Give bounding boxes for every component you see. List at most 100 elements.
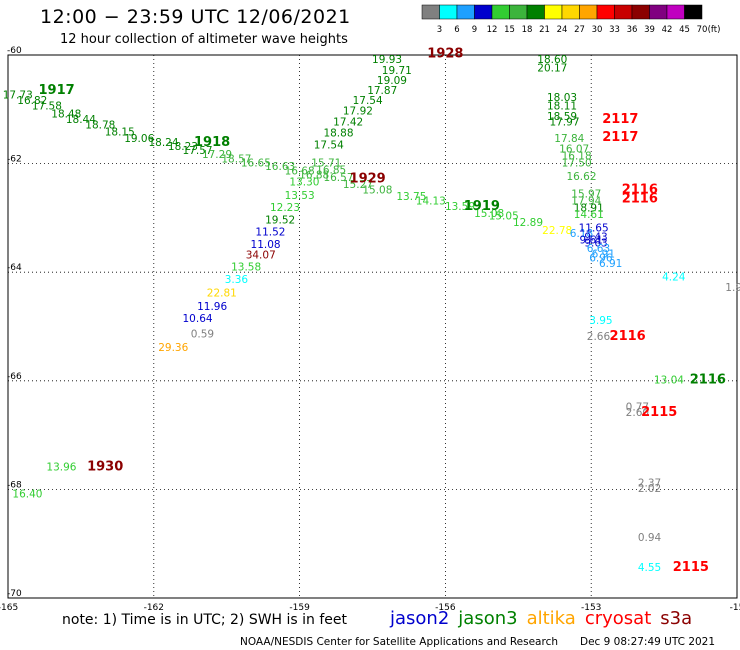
colorbar-label: 30 bbox=[592, 25, 603, 35]
wave-height-point: 17.73 bbox=[3, 89, 33, 101]
wave-height-point: 17.54 bbox=[314, 139, 344, 151]
pass-time-label: 2117 bbox=[602, 130, 638, 145]
wave-height-point: 18.91 bbox=[574, 202, 604, 214]
wave-height-point: 13.04 bbox=[654, 375, 684, 387]
satellite-cryosat: cryosat bbox=[584, 608, 652, 629]
wave-height-point: 19.93 bbox=[372, 54, 402, 66]
wave-height-point: 2.37 bbox=[638, 478, 661, 490]
plot-frame bbox=[7, 54, 738, 599]
wave-height-point: 0.94 bbox=[638, 532, 662, 544]
wave-height-point: 16.18 bbox=[562, 150, 592, 162]
wave-height-point: 14.61 bbox=[574, 209, 604, 221]
wave-height-point: 3.95 bbox=[589, 315, 612, 327]
wave-height-point: 34.07 bbox=[246, 250, 276, 262]
wave-height-point: 19.52 bbox=[265, 214, 295, 226]
colorbar-label: 36 bbox=[627, 25, 638, 35]
wave-height-point: 16.07 bbox=[559, 144, 589, 156]
wave-height-point: 19.06 bbox=[124, 133, 154, 145]
wave-height-point: 18.23 bbox=[168, 141, 198, 153]
wave-height-point: 17.58 bbox=[32, 100, 62, 112]
chart-subtitle: 12 hour collection of altimeter wave hei… bbox=[60, 32, 348, 47]
generated-timestamp: Dec 9 08:27:49 UTC 2021 bbox=[580, 636, 716, 648]
wave-height-point: 9.63 bbox=[584, 238, 607, 250]
wave-height-point: 16.63 bbox=[265, 161, 295, 173]
colorbar-label: (ft) bbox=[708, 25, 721, 35]
wave-height-point: 13.96 bbox=[46, 461, 76, 473]
wave-height-point: 13.58 bbox=[231, 262, 261, 274]
wave-height-point: 4.55 bbox=[638, 562, 661, 574]
wave-height-point: 16.88 bbox=[299, 169, 329, 181]
wave-height-point: 17.57 bbox=[183, 145, 213, 157]
wave-height-point: 0.59 bbox=[191, 328, 214, 340]
x-tick-label: -15 bbox=[730, 603, 740, 613]
wave-height-point: 9.43 bbox=[584, 232, 607, 244]
pass-time-label: 2115 bbox=[673, 560, 709, 575]
colorbar-swatch bbox=[684, 4, 703, 20]
wave-height-point: 17.97 bbox=[549, 117, 579, 129]
x-tick-label: -159 bbox=[289, 603, 310, 613]
y-tick-label: -64 bbox=[7, 263, 22, 273]
satellite-s3a: s3a bbox=[660, 608, 693, 629]
wave-height-point: 11.08 bbox=[251, 239, 281, 251]
wave-height-point: 15.97 bbox=[571, 188, 601, 200]
wave-height-point: 22.78 bbox=[542, 225, 572, 237]
wave-height-point: 11.96 bbox=[197, 301, 227, 313]
wave-height-point: 18.78 bbox=[85, 119, 115, 131]
wave-height-point: 6.63 bbox=[587, 243, 610, 255]
pass-time-label: 2116 bbox=[622, 192, 658, 207]
wave-height-point: 29.36 bbox=[158, 342, 188, 354]
satellite-jason2: jason2 bbox=[390, 608, 450, 629]
wave-height-point: 17.42 bbox=[333, 117, 363, 129]
wave-height-point: 16.68 bbox=[285, 165, 315, 177]
pass-time-label: 2117 bbox=[602, 112, 638, 127]
wave-height-point: 18.44 bbox=[66, 114, 96, 126]
wave-height-point: 13.30 bbox=[289, 176, 319, 188]
pass-time-label: 2116 bbox=[610, 329, 646, 344]
wave-height-point: 2.60 bbox=[626, 407, 649, 419]
wave-height-point: 14.13 bbox=[416, 195, 446, 207]
y-tick-label: -60 bbox=[7, 46, 22, 56]
credit-line: NOAA/NESDIS Center for Satellite Applica… bbox=[240, 636, 558, 648]
pass-time-label: 1929 bbox=[350, 172, 386, 187]
wave-height-point: 11.52 bbox=[255, 226, 285, 238]
satellite-jason3: jason3 bbox=[458, 608, 518, 629]
wave-height-point: 6.91 bbox=[592, 249, 615, 261]
wave-height-point: 20.17 bbox=[537, 62, 567, 74]
wave-height-point: 19.09 bbox=[377, 75, 407, 87]
wave-height-point: 15.71 bbox=[311, 157, 341, 169]
wave-height-point: 17.54 bbox=[353, 95, 383, 107]
y-tick-label: -70 bbox=[7, 589, 22, 599]
wave-height-point: 3.36 bbox=[225, 274, 249, 286]
wave-height-point: 10.64 bbox=[183, 313, 213, 325]
wave-height-point: 15.08 bbox=[474, 208, 504, 220]
wave-height-point: 15.08 bbox=[362, 184, 392, 196]
wave-height-point: 18.48 bbox=[51, 108, 81, 120]
wave-height-point: 17.50 bbox=[562, 157, 592, 169]
wave-height-point: 12.89 bbox=[513, 217, 543, 229]
wave-height-point: 16.40 bbox=[12, 489, 42, 501]
colorbar-label: 33 bbox=[609, 25, 620, 35]
wave-height-point: 16.65 bbox=[241, 157, 271, 169]
wave-height-point: 1.95 bbox=[725, 282, 740, 294]
wave-height-point: 17.84 bbox=[554, 133, 584, 145]
satellite-legend: jason2 jason3 altika cryosat s3a bbox=[390, 608, 701, 629]
wave-height-point: 13.53 bbox=[285, 190, 315, 202]
pass-time-label: 1919 bbox=[464, 199, 500, 214]
wave-height-point: 18.24 bbox=[148, 137, 178, 149]
x-tick-label: -165 bbox=[0, 603, 18, 613]
wave-height-point: 12.23 bbox=[270, 202, 300, 214]
wave-height-point: 18.03 bbox=[547, 92, 577, 104]
satellite-altika: altika bbox=[526, 608, 576, 629]
colorbar-label: 42 bbox=[662, 25, 673, 35]
wave-height-point: 6.18 bbox=[570, 228, 593, 240]
wave-height-point: 18.88 bbox=[323, 127, 353, 139]
colorbar-label: 27 bbox=[574, 25, 585, 35]
x-tick-label: -156 bbox=[435, 603, 456, 613]
colorbar-label: 9 bbox=[472, 25, 477, 35]
footnote: note: 1) Time is in UTC; 2) SWH is in fe… bbox=[62, 612, 348, 628]
wave-height-point: 16.62 bbox=[566, 171, 596, 183]
wave-height-point: 18.59 bbox=[547, 111, 577, 123]
wave-height-point: 15.05 bbox=[489, 211, 519, 223]
wave-height-point: 2.02 bbox=[638, 483, 661, 495]
colorbar-label: 70 bbox=[697, 25, 708, 35]
